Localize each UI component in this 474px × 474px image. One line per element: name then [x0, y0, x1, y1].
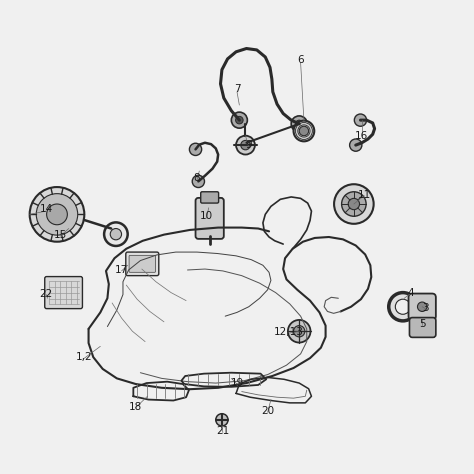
Text: 5: 5	[419, 319, 426, 329]
Circle shape	[334, 184, 374, 224]
Circle shape	[395, 299, 410, 314]
Circle shape	[299, 126, 309, 136]
FancyBboxPatch shape	[196, 198, 224, 239]
Text: 10: 10	[200, 211, 213, 221]
Text: 4: 4	[407, 288, 414, 298]
FancyBboxPatch shape	[129, 255, 155, 273]
Circle shape	[389, 292, 417, 321]
Circle shape	[110, 228, 121, 240]
Circle shape	[192, 175, 204, 188]
Text: 11: 11	[357, 190, 371, 200]
Text: 9: 9	[246, 140, 252, 150]
Circle shape	[355, 114, 366, 126]
Circle shape	[30, 187, 84, 242]
Text: 17: 17	[115, 265, 128, 275]
Circle shape	[231, 112, 247, 128]
FancyBboxPatch shape	[201, 192, 219, 203]
Text: 7: 7	[234, 83, 240, 93]
Text: 22: 22	[39, 289, 53, 299]
Circle shape	[350, 139, 362, 151]
Text: 15: 15	[54, 229, 67, 240]
Circle shape	[293, 326, 305, 337]
Text: 6: 6	[297, 55, 304, 65]
FancyBboxPatch shape	[410, 318, 436, 337]
Circle shape	[236, 136, 255, 155]
Text: 21: 21	[216, 426, 229, 436]
Text: 18: 18	[129, 401, 142, 411]
Circle shape	[36, 194, 78, 235]
Text: 16: 16	[355, 131, 368, 141]
Circle shape	[241, 140, 250, 150]
Circle shape	[418, 302, 427, 311]
Text: 14: 14	[39, 204, 53, 214]
Circle shape	[295, 120, 303, 128]
Text: 12,13: 12,13	[274, 327, 304, 337]
Circle shape	[293, 120, 314, 141]
Circle shape	[291, 116, 307, 132]
Circle shape	[348, 198, 359, 210]
FancyBboxPatch shape	[45, 277, 82, 309]
Text: 3: 3	[422, 303, 429, 313]
Circle shape	[288, 320, 310, 343]
Circle shape	[216, 414, 228, 426]
Circle shape	[190, 143, 201, 155]
Text: 8: 8	[194, 173, 200, 183]
Text: 19: 19	[230, 378, 244, 388]
Text: 20: 20	[261, 406, 274, 416]
Circle shape	[342, 192, 366, 216]
Circle shape	[104, 222, 128, 246]
Circle shape	[46, 204, 67, 225]
Circle shape	[236, 117, 243, 124]
FancyBboxPatch shape	[409, 293, 436, 320]
Text: 1,2: 1,2	[75, 352, 92, 362]
FancyBboxPatch shape	[126, 252, 159, 276]
